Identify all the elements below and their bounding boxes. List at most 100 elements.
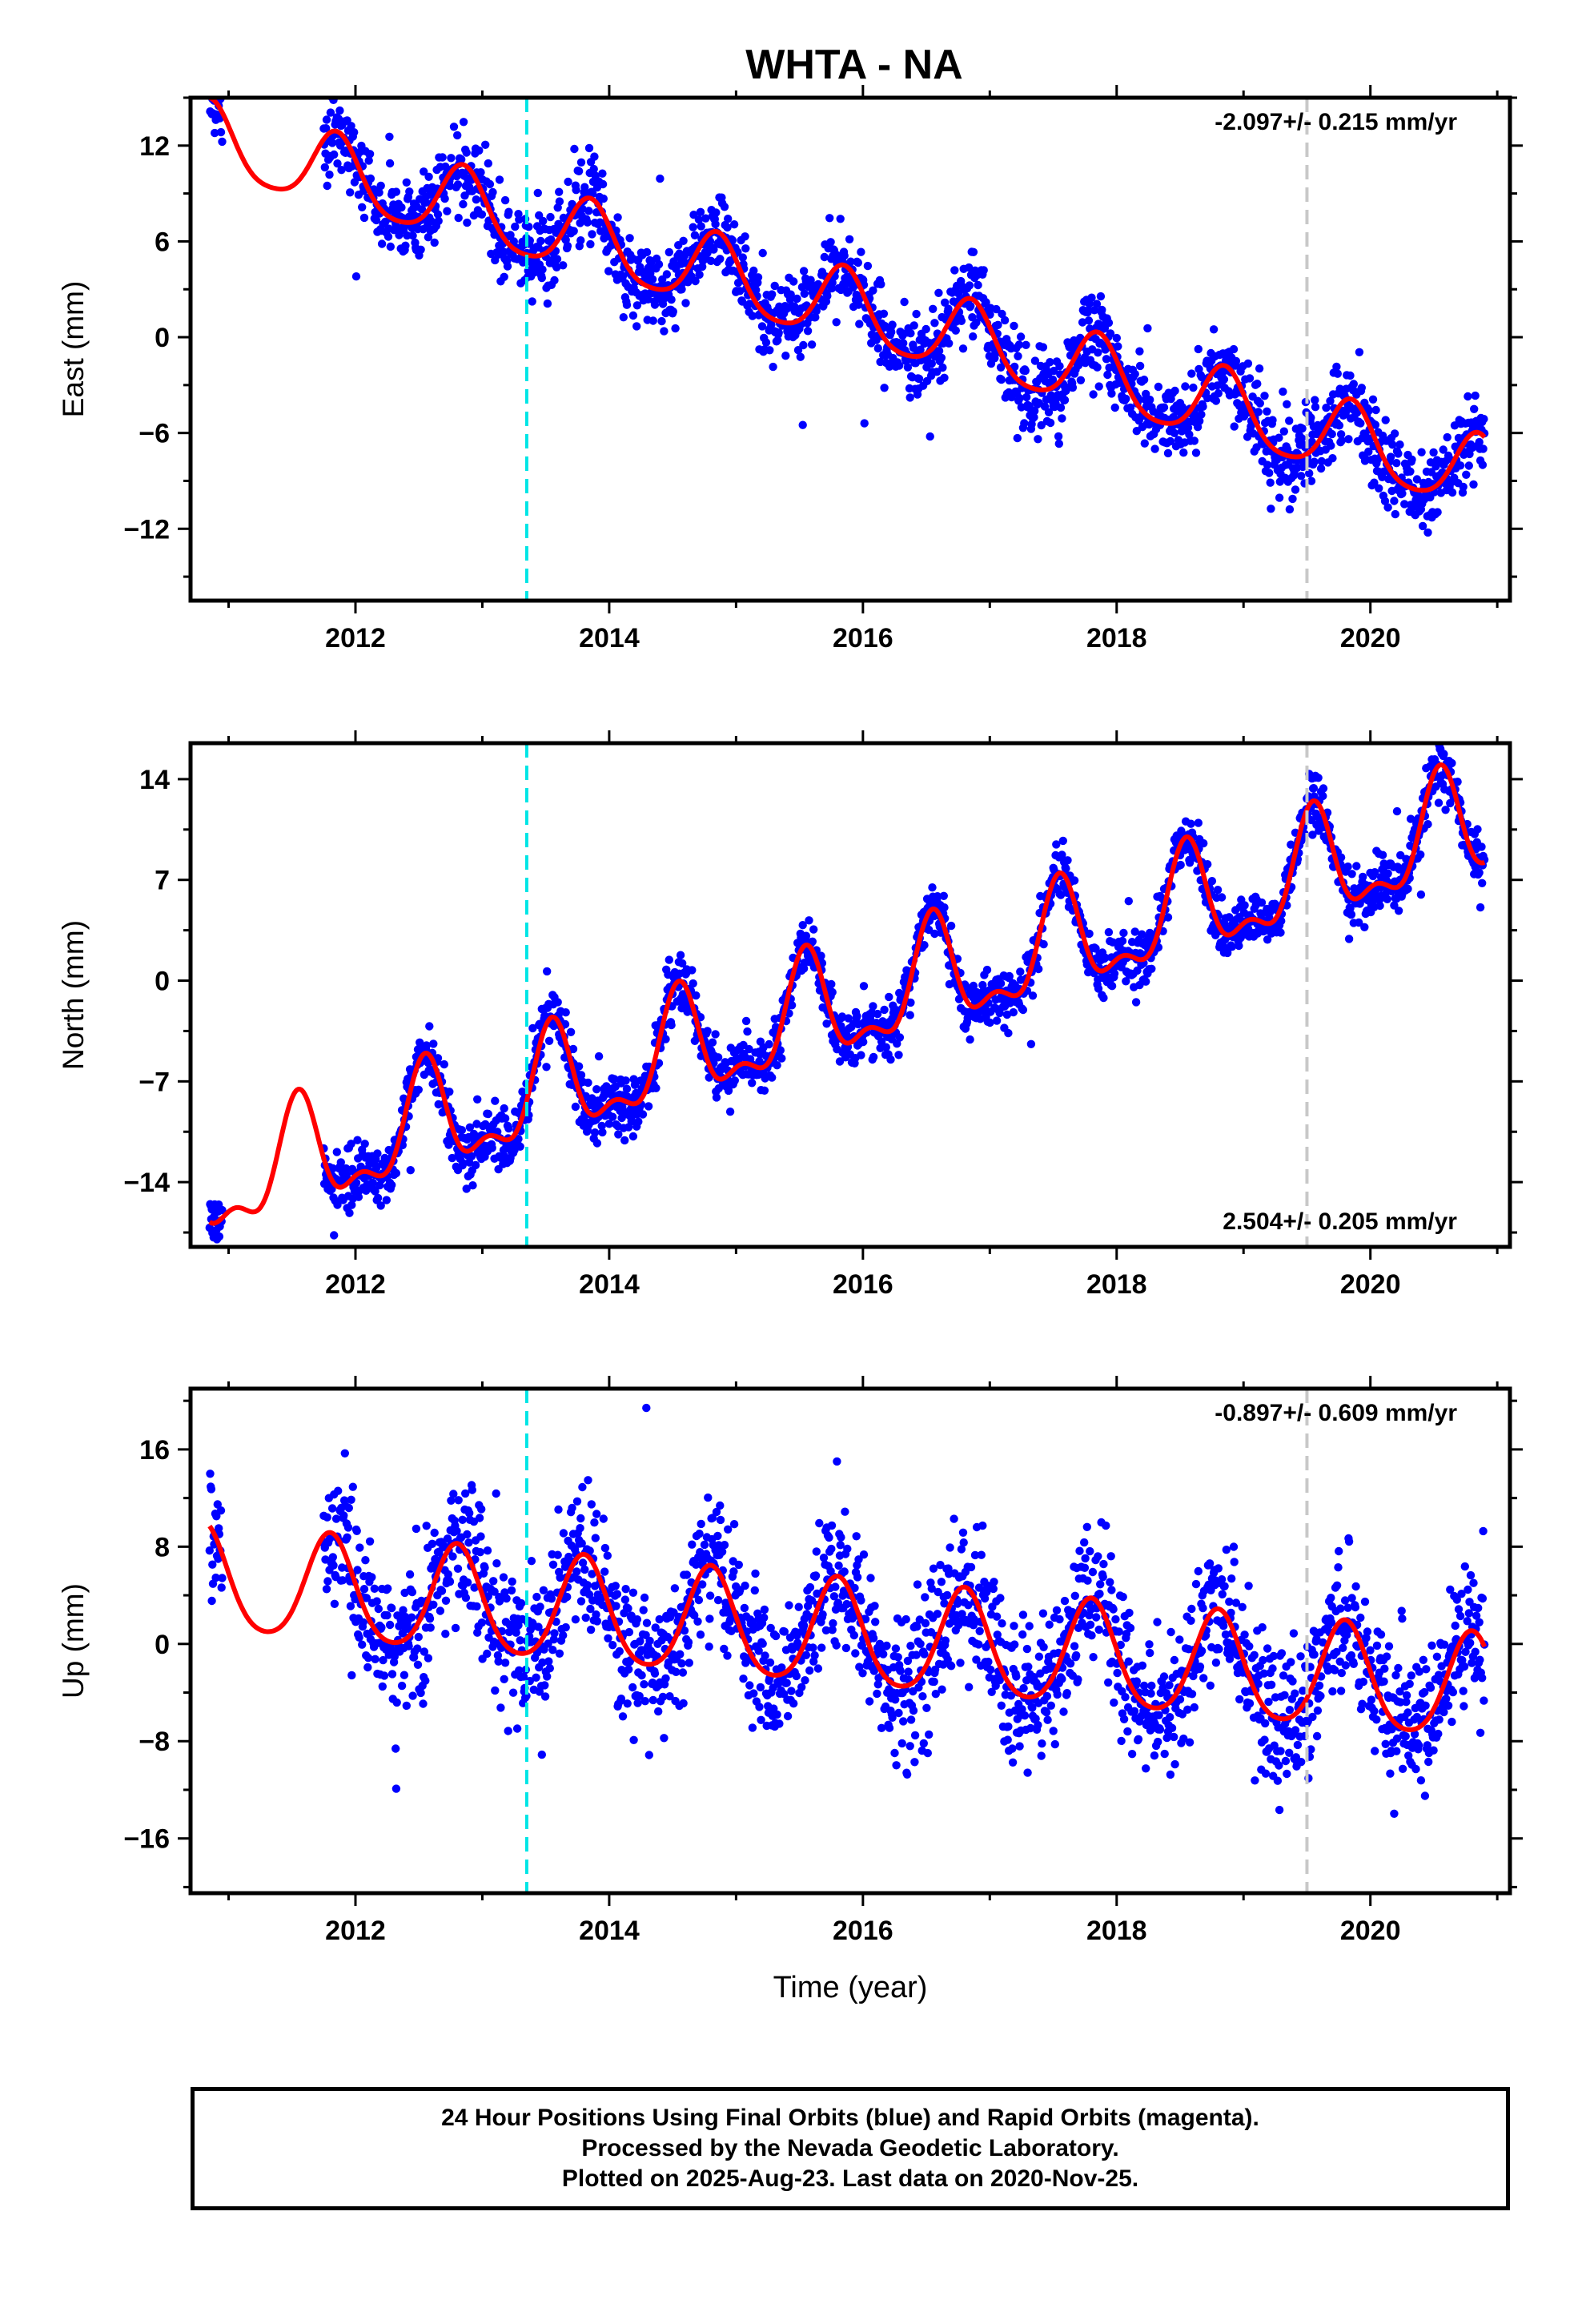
data-point [343,1533,351,1542]
data-point [888,320,897,329]
data-point [1102,355,1111,364]
data-point [1054,439,1064,448]
data-point [512,1628,520,1637]
data-point [916,345,925,354]
data-point [509,237,518,246]
data-point [574,167,584,175]
data-point [504,1627,514,1637]
data-point [512,1724,522,1733]
data-point [899,339,908,348]
data-point [1021,366,1030,376]
data-point [1311,396,1319,404]
data-point [1178,403,1187,412]
data-point [544,1036,554,1046]
data-point [1122,394,1130,404]
data-point [787,1001,797,1010]
data-point [1010,321,1018,331]
data-point [547,235,556,244]
data-point [516,1142,524,1152]
data-point [445,1577,455,1586]
data-point [1279,427,1289,436]
data-point [1478,460,1488,469]
data-point [216,1506,226,1515]
data-point [1388,440,1397,449]
data-point [576,219,584,227]
data-point [1276,928,1285,937]
data-point [689,223,697,231]
data-point [495,175,504,184]
data-point [1462,470,1471,479]
data-point [590,152,599,161]
data-point [371,1187,379,1196]
data-point [730,1076,739,1085]
data-point [342,1164,351,1173]
data-point [620,1136,629,1145]
data-point [391,1168,401,1178]
data-point [745,1044,753,1054]
data-point [1307,476,1316,485]
data-point [1291,485,1300,494]
data-point [484,159,492,168]
data-point [553,1550,562,1559]
data-point [528,297,536,306]
data-point [543,967,552,976]
data-point [1253,380,1262,388]
data-point [920,941,929,950]
data-point [592,1510,601,1518]
x-tick-label: 2016 [833,623,893,653]
data-point [548,1646,557,1655]
data-point [424,1654,433,1663]
data-point [448,1153,456,1163]
data-point [853,1011,861,1021]
data-point [801,931,811,940]
data-point [1104,318,1114,328]
data-point [692,991,701,1000]
data-point [332,1148,341,1156]
data-point [361,1556,370,1565]
data-point [463,218,472,227]
data-point [1391,509,1400,519]
data-point [672,1667,681,1676]
data-point [1030,356,1040,365]
x-tick-label: 2020 [1340,1269,1401,1300]
data-point [1441,806,1450,814]
data-point [879,309,889,318]
data-point [327,139,337,147]
data-point [624,1604,632,1613]
data-point [642,1618,652,1627]
data-point [1456,461,1465,470]
data-point [965,281,974,290]
data-point [217,1583,226,1592]
data-point [1344,435,1353,444]
data-point [572,186,580,195]
data-point [1020,419,1029,428]
data-point [1147,964,1156,974]
data-point [767,320,776,329]
data-point [333,1200,342,1209]
data-point [996,979,1006,988]
data-point [697,1519,705,1529]
data-point [1279,387,1287,396]
data-point [618,271,628,280]
data-point [1383,895,1392,904]
data-point [437,1586,447,1595]
data-point [820,252,829,262]
data-point [218,137,227,147]
data-point [600,1567,609,1576]
data-point [1297,434,1307,443]
data-point [504,1124,513,1133]
data-point [632,301,642,310]
data-point [1447,758,1456,768]
data-point [564,177,572,187]
data-point [363,1654,373,1663]
data-point [1213,886,1223,895]
data-point [1186,819,1195,828]
data-point [543,1672,552,1681]
data-point [323,1577,332,1586]
data-point [1176,860,1185,870]
data-point [599,194,608,203]
data-point [328,1164,337,1173]
data-point [568,1044,578,1054]
data-point [929,304,938,313]
data-point [461,1594,471,1602]
